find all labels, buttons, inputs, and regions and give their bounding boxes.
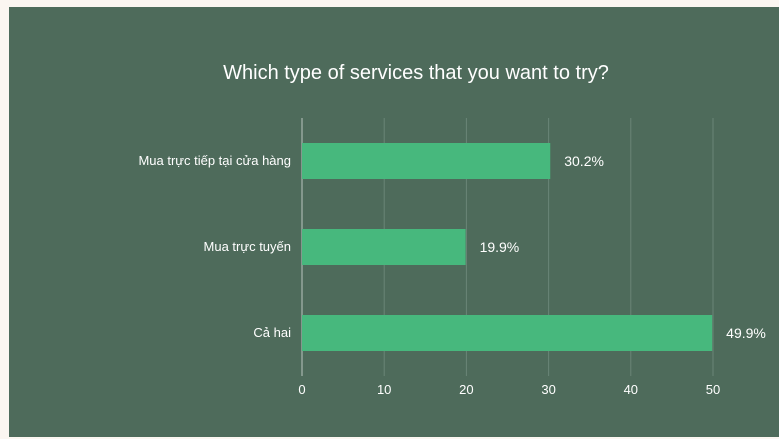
chart-title: Which type of services that you want to … — [223, 62, 609, 84]
bar — [302, 229, 466, 265]
x-tick-label: 10 — [377, 382, 391, 397]
x-tick-label: 40 — [624, 382, 638, 397]
category-label: Mua trực tuyến — [204, 239, 291, 254]
x-tick-label: 50 — [706, 382, 720, 397]
x-tick-label: 0 — [298, 382, 305, 397]
x-tick-label: 20 — [459, 382, 473, 397]
category-label: Mua trực tiếp tại cửa hàng — [138, 153, 291, 168]
bars — [302, 143, 713, 351]
data-label: 49.9% — [726, 325, 766, 341]
x-tick-label: 30 — [541, 382, 555, 397]
bar — [302, 143, 551, 179]
labels: 0 10 20 30 40 50 Mua trực tiếp tại cửa hàng 30.… — [138, 153, 765, 397]
data-label: 30.2% — [564, 153, 604, 169]
category-label: Cả hai — [253, 325, 291, 340]
data-label: 19.9% — [480, 239, 520, 255]
bar — [302, 315, 713, 351]
chart-background — [9, 7, 779, 437]
